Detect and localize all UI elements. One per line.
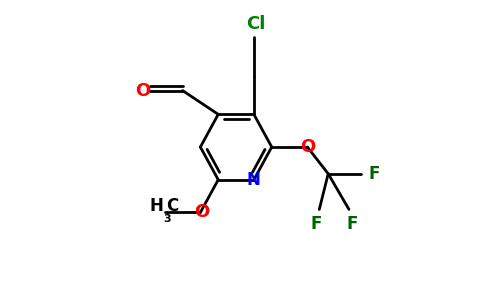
Text: F: F <box>346 215 358 233</box>
Text: O: O <box>300 138 315 156</box>
Text: O: O <box>135 82 150 100</box>
Text: N: N <box>247 171 261 189</box>
Text: C: C <box>166 197 179 215</box>
Text: F: F <box>368 165 379 183</box>
Text: Cl: Cl <box>246 15 265 33</box>
Text: F: F <box>311 215 322 233</box>
Text: H: H <box>150 197 163 215</box>
Text: O: O <box>194 203 210 221</box>
Text: 3: 3 <box>163 214 171 224</box>
